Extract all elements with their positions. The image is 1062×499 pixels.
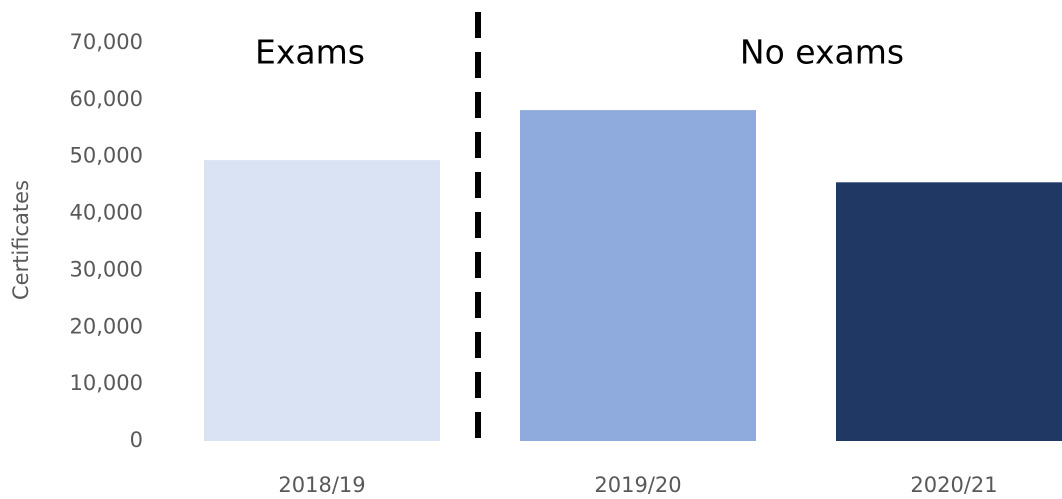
y-tick-label: 30,000	[70, 257, 143, 281]
bar	[520, 110, 756, 441]
y-tick-label: 50,000	[70, 144, 143, 168]
y-tick-label: 40,000	[70, 201, 143, 225]
x-tick-label: 2018/19	[278, 473, 365, 497]
x-tick-label: 2020/21	[910, 473, 997, 497]
y-tick-label: 10,000	[70, 371, 143, 395]
annotation: Exams	[255, 33, 365, 72]
y-tick-label: 0	[130, 428, 143, 452]
x-tick-label: 2019/20	[594, 473, 681, 497]
y-axis-label: Certificates	[9, 180, 33, 300]
y-tick-label: 70,000	[70, 30, 143, 54]
bar	[836, 182, 1062, 442]
bar	[204, 160, 440, 441]
y-tick-label: 20,000	[70, 314, 143, 338]
annotation: No exams	[740, 33, 904, 72]
y-tick-label: 60,000	[70, 87, 143, 111]
